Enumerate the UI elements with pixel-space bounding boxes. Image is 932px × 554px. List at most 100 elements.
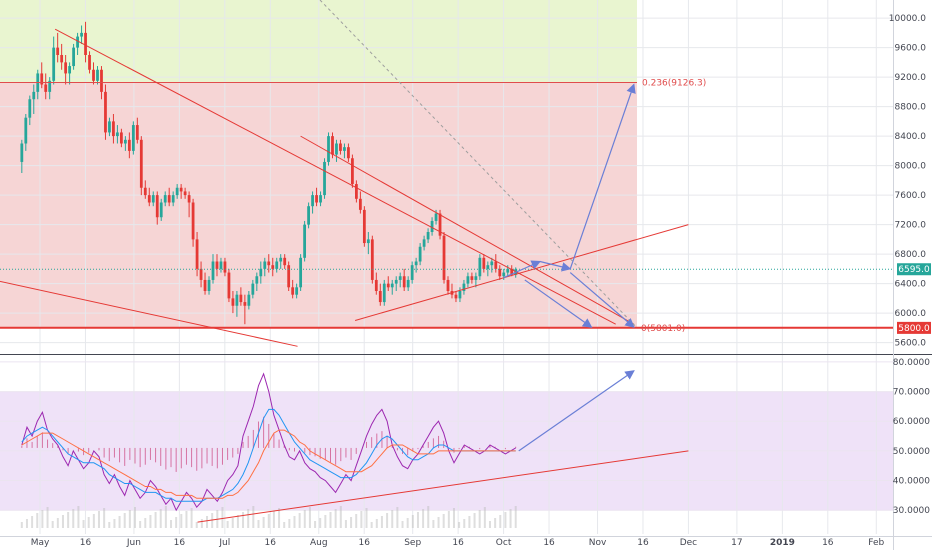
candle-body <box>398 276 402 280</box>
volume-bar <box>334 509 337 528</box>
oscillator-tick-label: 60.0000 <box>893 417 930 427</box>
time-tick-label: May <box>31 538 50 548</box>
candle-body <box>24 117 28 144</box>
oscillator-line-0 <box>21 372 516 512</box>
candle-body <box>207 279 211 291</box>
volume-bar <box>123 513 126 528</box>
candle-body <box>442 235 446 280</box>
volume-bar <box>365 508 368 528</box>
volume-bar <box>25 519 28 528</box>
projection-arrow <box>518 370 635 452</box>
candle-body <box>223 261 227 273</box>
volume-bar <box>221 507 224 528</box>
volume-bar <box>267 514 270 528</box>
oscillator-line-2 <box>21 429 516 499</box>
candle-body <box>235 294 239 306</box>
candle-body <box>454 294 458 299</box>
candle-body <box>494 261 498 269</box>
oscillator-tick-label: 30.0000 <box>893 506 930 516</box>
candle-body <box>319 195 322 203</box>
volume-bar <box>283 522 286 528</box>
volume-bar <box>31 516 34 528</box>
time-tick-label: 17 <box>731 538 742 548</box>
projection-arrow <box>539 260 572 272</box>
candle-body <box>394 279 398 284</box>
candle-body <box>159 202 163 218</box>
candle-body <box>478 257 482 277</box>
volume-bar <box>509 509 512 528</box>
volume-bar <box>236 515 239 528</box>
candle-body <box>175 187 179 196</box>
volume-bar <box>386 513 389 528</box>
price-tick-label: 5600.0 <box>895 339 927 349</box>
candle-body <box>92 69 95 81</box>
candle-body <box>147 195 151 203</box>
candle-body <box>104 91 107 133</box>
candle-body <box>64 62 68 74</box>
candle-body <box>315 195 318 203</box>
candle-body <box>203 279 207 291</box>
candle-body <box>131 125 135 151</box>
oscillator-tick-label: 50.0000 <box>893 447 930 457</box>
candle-body <box>402 276 406 288</box>
volume-bar <box>61 515 64 528</box>
candle-body <box>299 257 303 288</box>
candle-body <box>191 202 195 240</box>
volume-bar <box>77 506 80 528</box>
volume-bar <box>468 516 471 528</box>
candle-body <box>120 132 123 144</box>
candle-body <box>72 47 75 67</box>
candle-body <box>462 283 466 291</box>
volume-bar <box>180 514 183 528</box>
annotation-labels: 6595.0 5800.0 0.236(9126.3) 0(5801.0) <box>641 79 931 334</box>
candle-body <box>466 276 470 284</box>
oscillator-tick-label: 80.0000 <box>893 358 930 368</box>
volume-bar <box>262 517 265 528</box>
candle-body <box>418 246 422 262</box>
candle-body <box>163 195 167 203</box>
candle-body <box>247 294 251 306</box>
time-tick-label: 16 <box>80 538 92 548</box>
volume-bar <box>67 512 70 528</box>
candle-body <box>422 239 426 247</box>
candle-body <box>347 147 350 159</box>
projection-arrow <box>569 272 635 328</box>
candle-body <box>195 239 199 269</box>
candle-body <box>219 261 223 269</box>
candle-body <box>438 213 442 236</box>
candlestick-series <box>20 21 518 325</box>
time-tick-label: 16 <box>637 538 649 548</box>
volume-bar <box>97 511 100 528</box>
candle-body <box>271 265 275 269</box>
candle-body <box>116 132 119 137</box>
time-tick-label: Sep <box>404 538 421 548</box>
price-tick-label: 6800.0 <box>895 250 927 260</box>
volume-bar <box>458 522 461 528</box>
volume-bar <box>108 522 111 528</box>
volume-bar <box>298 513 301 528</box>
price-tick-label: 10000.0 <box>889 14 926 24</box>
candle-body <box>263 261 267 269</box>
volume-bar <box>406 518 409 528</box>
candle-body <box>307 206 310 225</box>
volume-bar <box>432 520 435 528</box>
candle-body <box>183 191 187 196</box>
time-tick-label: 16 <box>265 538 277 548</box>
candle-body <box>84 32 87 55</box>
volume-bar <box>154 512 157 528</box>
volume-bar <box>278 508 281 528</box>
candle-body <box>323 161 326 196</box>
candle-body <box>506 268 510 273</box>
volume-bar <box>314 521 317 528</box>
volume-bar <box>370 522 373 528</box>
price-tag <box>897 321 931 334</box>
volume-bar <box>504 512 507 528</box>
candle-body <box>143 187 147 196</box>
time-tick-label: Oct <box>496 538 512 548</box>
candle-body <box>295 287 299 295</box>
candle-body <box>139 139 143 188</box>
candle-body <box>410 265 414 280</box>
price-tick-label: 8000.0 <box>895 162 927 172</box>
price-tick-label: 7200.0 <box>895 221 927 231</box>
